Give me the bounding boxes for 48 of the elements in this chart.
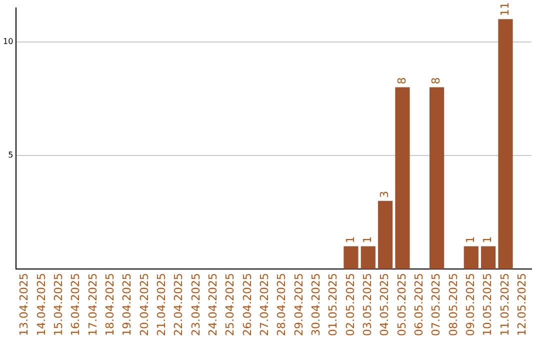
- x-tick-label: 17.04.2025: [86, 273, 100, 336]
- data-label: 1: [481, 236, 494, 244]
- x-tick-label: 23.04.2025: [189, 273, 202, 336]
- x-tick-label: 09.05.2025: [464, 273, 478, 336]
- x-tick-label: 05.05.2025: [395, 273, 408, 336]
- data-label: 1: [361, 236, 374, 244]
- data-label: 11: [498, 2, 512, 16]
- x-tick-label: 01.05.2025: [326, 273, 340, 336]
- x-tick-label: 06.05.2025: [412, 273, 426, 336]
- x-tick-label: 10.05.2025: [481, 273, 494, 336]
- x-tick-label: 22.04.2025: [172, 273, 186, 336]
- x-tick-label: 21.04.2025: [154, 273, 168, 336]
- x-tick-label: 28.04.2025: [275, 273, 288, 336]
- x-tick-label: 20.04.2025: [138, 273, 151, 336]
- x-tick-label: 04.05.2025: [378, 273, 392, 336]
- x-tick-label: 26.04.2025: [240, 273, 254, 336]
- data-label: 8: [395, 77, 408, 84]
- x-tick-label: 03.05.2025: [361, 273, 374, 336]
- bar: [464, 246, 478, 270]
- y-tick-label: 10: [2, 36, 14, 46]
- x-tick-label: 12.05.2025: [516, 273, 529, 336]
- bar: [430, 87, 444, 270]
- x-tick-label: 11.05.2025: [498, 273, 512, 336]
- data-label: 1: [344, 236, 357, 244]
- x-tick-label: 27.04.2025: [258, 273, 271, 336]
- bar: [481, 246, 496, 270]
- bar: [344, 246, 358, 270]
- y-tick-label: 5: [8, 150, 14, 160]
- data-label: 1: [464, 236, 478, 244]
- x-tick-label: 13.04.2025: [18, 273, 31, 336]
- x-tick-label: 16.04.2025: [69, 273, 82, 336]
- x-tick-label: 08.05.2025: [446, 273, 460, 336]
- bar: [360, 246, 376, 270]
- data-label: 8: [430, 77, 443, 84]
- x-tick-label: 25.04.2025: [224, 273, 237, 336]
- bar: [395, 87, 410, 270]
- bar: [378, 200, 393, 270]
- x-tick-label: 19.04.2025: [120, 273, 134, 336]
- x-tick-label: 30.04.2025: [309, 273, 322, 336]
- x-tick-label: 29.04.2025: [292, 273, 306, 336]
- x-tick-label: 18.04.2025: [103, 273, 116, 336]
- x-tick-label: 15.04.2025: [52, 273, 65, 336]
- x-tick-label: 24.04.2025: [206, 273, 220, 336]
- x-tick-label: 07.05.2025: [430, 273, 443, 336]
- x-tick-label: 14.04.2025: [34, 273, 48, 336]
- data-label: 3: [378, 190, 392, 198]
- x-tick-label: 02.05.2025: [344, 273, 357, 336]
- bar: [498, 19, 513, 270]
